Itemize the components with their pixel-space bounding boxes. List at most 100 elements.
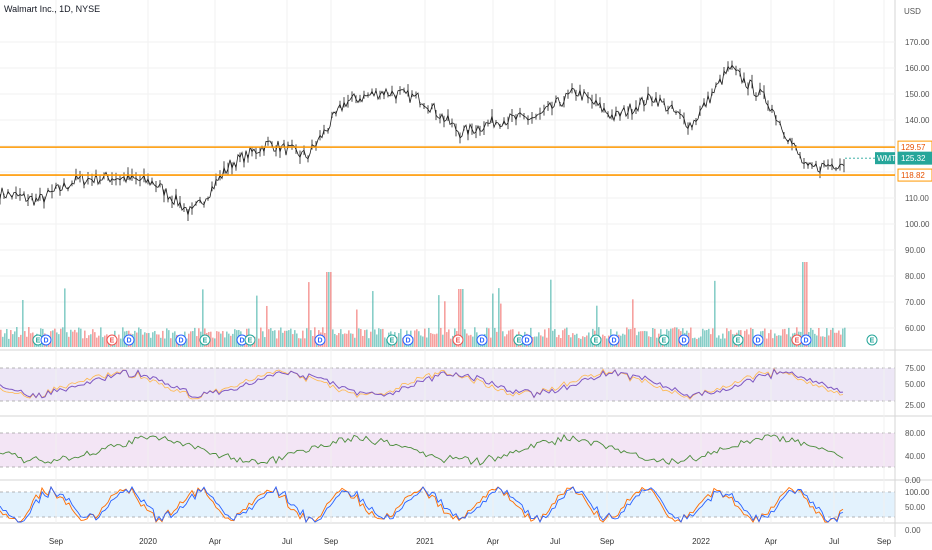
volume-bar <box>152 332 154 347</box>
volume-bar <box>220 333 222 347</box>
volume-bar <box>370 331 372 347</box>
volume-bar <box>462 289 464 347</box>
volume-bar <box>622 333 624 347</box>
volume-bar <box>440 327 442 347</box>
price-tick: 90.00 <box>905 246 926 255</box>
volume-bar <box>574 334 576 347</box>
marker-letter: D <box>803 338 808 345</box>
dividend-marker[interactable]: D <box>40 334 52 346</box>
volume-bar <box>298 338 300 347</box>
volume-bar <box>272 330 274 347</box>
dividend-marker[interactable]: D <box>314 334 326 346</box>
marker-letter: E <box>110 338 115 345</box>
volume-bar <box>584 337 586 347</box>
volume-bar <box>642 331 644 347</box>
volume-bar <box>832 327 834 347</box>
volume-bar <box>346 333 348 347</box>
volume-bar <box>14 331 16 347</box>
volume-bar <box>512 329 514 347</box>
volume-bar <box>192 331 194 347</box>
earnings-marker[interactable]: E <box>106 334 118 346</box>
volume-bar <box>188 333 190 347</box>
earnings-marker[interactable]: E <box>199 334 211 346</box>
earnings-marker[interactable]: E <box>658 334 670 346</box>
volume-bar <box>710 334 712 347</box>
volume-bar <box>542 336 544 347</box>
dividend-marker[interactable]: D <box>123 334 135 346</box>
volume-bar <box>84 330 86 347</box>
volume-bar <box>372 291 374 347</box>
volume-bar <box>416 329 418 347</box>
dividend-marker[interactable]: D <box>402 334 414 346</box>
support-tag: 118.82 <box>897 168 932 182</box>
earnings-marker[interactable]: E <box>590 334 602 346</box>
volume-bar <box>420 335 422 347</box>
volume-bar <box>100 327 102 347</box>
volume-bar <box>720 338 722 347</box>
volume-bar <box>724 338 726 347</box>
time-tick: Apr <box>487 537 500 546</box>
volume-bar <box>426 337 428 347</box>
volume-bar <box>80 328 82 347</box>
volume-bar <box>230 335 232 347</box>
earnings-marker[interactable]: E <box>244 334 256 346</box>
volume-bar <box>764 328 766 347</box>
volume-bar <box>844 327 846 347</box>
volume-bar <box>746 329 748 347</box>
volume-bar <box>92 329 94 347</box>
volume-bar <box>168 330 170 347</box>
symbol-tag-text: WMT <box>877 154 896 163</box>
earnings-marker[interactable]: E <box>386 334 398 346</box>
volume-bar <box>354 337 356 347</box>
dividend-marker[interactable]: D <box>476 334 488 346</box>
currency-label: USD <box>904 7 921 16</box>
volume-bar <box>716 337 718 347</box>
volume-bar <box>344 333 346 347</box>
horizontal-levels[interactable] <box>0 146 895 176</box>
volume-bar <box>650 336 652 347</box>
dividend-marker[interactable]: D <box>521 334 533 346</box>
volume-bar <box>58 334 60 347</box>
volume-bar <box>282 332 284 347</box>
marker-ring <box>476 334 488 346</box>
volume-bar <box>566 327 568 347</box>
volume-bar <box>164 338 166 347</box>
earnings-marker[interactable]: E <box>452 334 464 346</box>
earnings-marker[interactable]: E <box>732 334 744 346</box>
volume-bar <box>490 337 492 347</box>
volume-bar <box>202 289 204 347</box>
dividend-marker[interactable]: D <box>752 334 764 346</box>
volume-bar <box>802 262 804 347</box>
dividend-marker[interactable]: D <box>608 334 620 346</box>
dividend-marker[interactable]: D <box>800 334 812 346</box>
dividend-marker[interactable]: D <box>678 334 690 346</box>
dividend-marker[interactable]: D <box>175 334 187 346</box>
marker-letter: E <box>870 338 875 345</box>
earnings-marker[interactable]: E <box>866 334 878 346</box>
volume-bar <box>362 335 364 347</box>
volume-bar <box>170 338 172 347</box>
volume-bar <box>400 328 402 347</box>
price-tick: 100.00 <box>905 220 930 229</box>
price-axis[interactable]: USD 170.00 160.00 150.00 140.00 110.00 100.00 9… <box>904 7 930 535</box>
volume-bar <box>348 330 350 347</box>
volume-bar <box>280 327 282 347</box>
volume-bar <box>556 337 558 347</box>
marker-ring <box>314 334 326 346</box>
support-tag-box <box>897 168 932 182</box>
rsi-band <box>0 368 895 401</box>
volume-bar <box>580 338 582 347</box>
volume-bars <box>0 262 846 347</box>
time-axis[interactable]: Sep 2020 Apr Jul Sep 2021 Apr Jul Sep 2022 Apr Jul S… <box>49 537 892 546</box>
volume-bar <box>350 333 352 347</box>
volume-bar <box>430 333 432 347</box>
volume-bar <box>418 331 420 347</box>
volume-bar <box>154 330 156 347</box>
volume-bar <box>90 334 92 347</box>
volume-bar <box>550 279 552 347</box>
volume-bar <box>838 330 840 347</box>
earnings-marker[interactable]: E <box>32 334 44 346</box>
volume-bar <box>546 337 548 347</box>
